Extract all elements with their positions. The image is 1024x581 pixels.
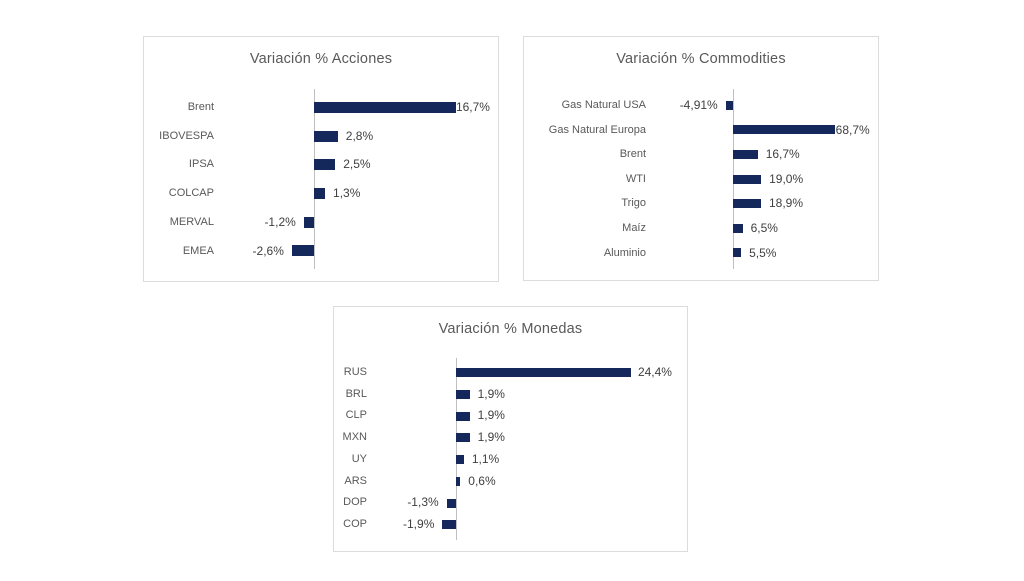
value-label-colcap: 1,3% — [333, 186, 361, 201]
bar-row-ipsa: IPSA 2,5% — [144, 150, 498, 179]
category-label-cop: COP — [343, 517, 367, 530]
value-label-ibovespa: 2,8% — [345, 128, 374, 143]
bar-row-ars: ARS 0,6% — [334, 471, 687, 493]
category-label-brent: Brent — [619, 148, 646, 161]
bar-brl — [456, 390, 470, 400]
value-label-emea: -2,6% — [252, 243, 284, 258]
chart-panel-commodities: Variación % Commodities Gas Natural USA -… — [523, 36, 879, 281]
bar-row-uy: UY 1,1% — [334, 449, 687, 471]
bar-row-aluminio: Aluminio 5,5% — [524, 241, 878, 266]
category-label-ipsa: IPSA — [188, 158, 214, 171]
bar-row-rus: RUS 24,4% — [334, 362, 687, 384]
bar-gas-natural-usa — [725, 100, 733, 110]
value-axis-baseline — [456, 358, 457, 540]
category-label-dop: DOP — [343, 496, 367, 509]
value-label-dop: -1,3% — [407, 495, 439, 510]
bar-row-brent: Brent 16,7% — [144, 93, 498, 122]
bar-maiz — [733, 223, 743, 233]
bar-uy — [456, 455, 464, 465]
bar-row-trigo: Trigo 18,9% — [524, 191, 878, 216]
value-label-uy: 1,1% — [471, 451, 500, 466]
chart-panel-acciones: Variación % Acciones Brent 16,7% IBOVESPA 2… — [143, 36, 499, 282]
category-label-maiz: Maíz — [622, 222, 646, 234]
category-label-colcap: COLCAP — [168, 187, 214, 200]
value-label-ars: 0,6% — [468, 473, 496, 488]
value-label-wti: 19,0% — [769, 171, 804, 186]
category-label-rus: RUS — [343, 366, 367, 378]
category-label-gas-natural-usa: Gas Natural USA — [561, 99, 646, 111]
chart-panel-monedas: Variación % Monedas RUS 24,4% BRL 1,9% CLP 1,… — [333, 306, 688, 552]
bar-colcap — [314, 187, 326, 199]
value-label-brent: 16,7% — [455, 100, 490, 114]
bar-row-wti: WTI 19,0% — [524, 167, 878, 192]
value-label-gas-natural-usa: -4,91% — [679, 98, 718, 112]
bar-ars — [456, 476, 461, 486]
chart-plot-commodities: Gas Natural USA -4,91% Gas Natural Europa 6… — [524, 37, 878, 280]
category-label-brl: BRL — [345, 387, 367, 400]
chart-plot-acciones: Brent 16,7% IBOVESPA 2,8% IPSA 2,5% COLCAP 1,3%… — [144, 37, 498, 281]
value-label-brent: 16,7% — [765, 147, 800, 162]
bar-row-gas-natural-europa: Gas Natural Europa 68,7% — [524, 118, 878, 143]
bar-merval — [303, 216, 314, 228]
category-label-emea: EMEA — [182, 244, 214, 257]
bar-emea — [291, 245, 314, 257]
value-label-merval: -1,2% — [264, 214, 296, 229]
category-label-trigo: Trigo — [621, 197, 646, 210]
bar-row-mxn: MXN 1,9% — [334, 427, 687, 449]
value-label-aluminio: 5,5% — [749, 245, 777, 260]
bar-row-clp: CLP 1,9% — [334, 405, 687, 427]
category-label-ars: ARS — [344, 474, 367, 487]
bar-row-dop: DOP -1,3% — [334, 492, 687, 514]
value-label-mxn: 1,9% — [477, 430, 505, 445]
bar-brent — [314, 101, 456, 113]
bar-mxn — [456, 433, 470, 443]
category-label-ibovespa: IBOVESPA — [159, 129, 214, 142]
bar-gas-natural-europa — [733, 125, 835, 135]
chart-title-acciones: Variación % Acciones — [249, 51, 393, 67]
value-label-rus: 24,4% — [637, 365, 672, 379]
bar-trigo — [733, 199, 761, 209]
bar-cop — [442, 520, 456, 530]
category-label-uy: UY — [351, 452, 367, 465]
value-label-cop: -1,9% — [403, 516, 435, 531]
bar-row-cop: COP -1,9% — [334, 514, 687, 536]
category-label-gas-natural-europa: Gas Natural Europa — [548, 123, 646, 136]
bar-clp — [456, 411, 470, 421]
category-label-merval: MERVAL — [169, 215, 214, 228]
bar-row-maiz: Maíz 6,5% — [524, 216, 878, 241]
bar-row-colcap: COLCAP 1,3% — [144, 179, 498, 208]
value-label-gas-natural-europa: 68,7% — [835, 122, 870, 137]
value-label-maiz: 6,5% — [750, 221, 778, 235]
category-label-wti: WTI — [625, 172, 646, 185]
bar-aluminio — [733, 248, 742, 258]
bar-row-emea: EMEA -2,6% — [144, 237, 498, 266]
bar-row-brl: BRL 1,9% — [334, 384, 687, 406]
chart-title-commodities: Variación % Commodities — [616, 51, 786, 67]
bar-wti — [733, 174, 762, 184]
value-label-clp: 1,9% — [477, 408, 505, 423]
value-label-trigo: 18,9% — [768, 196, 803, 211]
chart-plot-monedas: RUS 24,4% BRL 1,9% CLP 1,9% MXN 1,9% UY 1,1% ARS 0,… — [334, 307, 687, 551]
category-label-aluminio: Aluminio — [603, 246, 646, 259]
value-label-ipsa: 2,5% — [343, 157, 371, 172]
value-label-brl: 1,9% — [477, 386, 505, 401]
bar-ibovespa — [314, 130, 338, 142]
bar-rus — [456, 368, 631, 378]
bar-brent — [733, 149, 758, 159]
bar-row-brent: Brent 16,7% — [524, 142, 878, 167]
bar-ipsa — [314, 159, 336, 171]
bar-dop — [446, 498, 456, 508]
bar-row-gas-natural-usa: Gas Natural USA -4,91% — [524, 93, 878, 118]
category-label-brent: Brent — [187, 101, 214, 113]
category-label-mxn: MXN — [342, 431, 367, 444]
chart-title-monedas: Variación % Monedas — [438, 321, 583, 337]
bar-row-merval: MERVAL -1,2% — [144, 208, 498, 237]
bar-row-ibovespa: IBOVESPA 2,8% — [144, 122, 498, 151]
value-axis-baseline — [314, 89, 315, 270]
category-label-clp: CLP — [345, 409, 367, 422]
